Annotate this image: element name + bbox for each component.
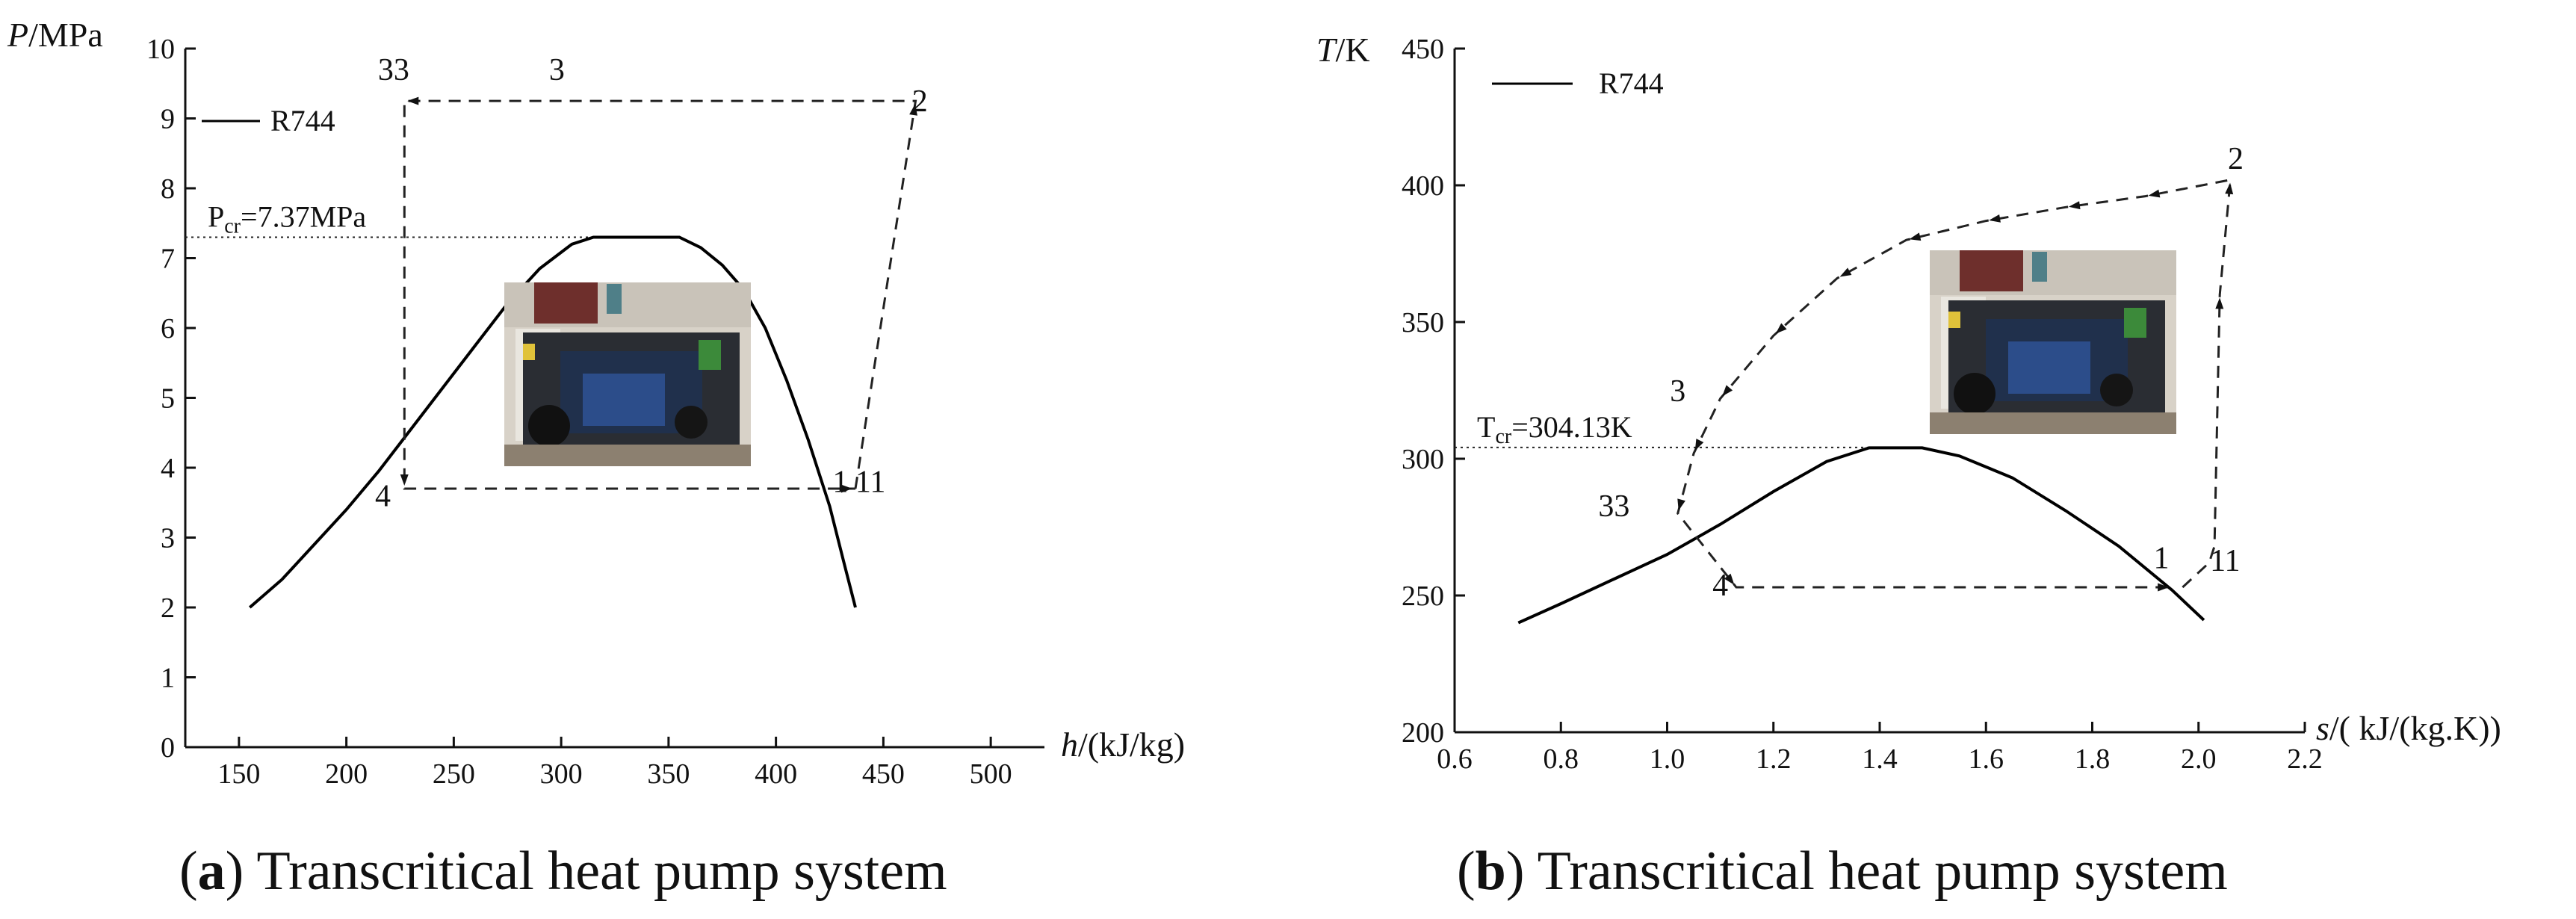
y-tick-label: 400 [1402, 170, 1444, 202]
state-point-label: 11 [2210, 544, 2240, 578]
cycle-arrowhead [1677, 498, 1685, 511]
apparatus-photo-b [1930, 250, 2176, 434]
y-ticks-a: 0 1 2 3 4 5 6 7 8 9 10 [146, 34, 196, 764]
cycle-path-b [1676, 178, 2232, 589]
y-tick-label: 4 [161, 453, 175, 484]
y-tick-label: 350 [1402, 307, 1444, 338]
y-tick-label: 250 [1402, 581, 1444, 612]
caption-b: (b) Transcritical heat pump system [1457, 841, 2228, 902]
y-tick-label: 1 [161, 663, 175, 694]
state-point-label: 4 [1712, 569, 1728, 603]
critical-pressure-label: Pcr=7.37MPa [208, 199, 366, 238]
x-tick-label: 1.8 [2075, 743, 2111, 775]
y-tick-label: 5 [161, 383, 175, 415]
panel-b-temperature-entropy: 0.6 0.8 1.0 1.2 1.4 1.6 1.8 2.0 2.2 200 250 300 350… [1316, 31, 2501, 775]
cycle-arrowhead [2158, 583, 2170, 592]
state-point-label: 3 [549, 53, 565, 87]
state-point-label: 2 [2228, 142, 2244, 176]
x-axis-label-a: h/(kJ/kg) [1061, 725, 1185, 764]
y-tick-label: 200 [1402, 717, 1444, 749]
point-labels-a: 33 324 1 11 [375, 53, 928, 513]
cycle-arrowhead [2068, 201, 2081, 210]
y-tick-label: 450 [1402, 34, 1444, 65]
x-tick-label: 1.4 [1862, 743, 1898, 775]
cycle-arrowhead [1909, 232, 1922, 241]
cycle-arrowhead [1989, 214, 2001, 223]
y-axis-label-b: T/K [1316, 31, 1370, 69]
y-tick-label: 0 [161, 732, 175, 764]
y-tick-label: 300 [1402, 444, 1444, 475]
state-point-label: 2 [912, 84, 928, 119]
state-point-label: 1 [832, 465, 848, 500]
x-tick-label: 0.8 [1544, 743, 1579, 775]
cycle-arrowhead [2215, 297, 2224, 309]
x-ticks-a: 150 200 250 300 350 400 450 500 [217, 737, 1012, 790]
x-tick-label: 200 [325, 758, 368, 790]
cycle-arrowhead [2225, 182, 2234, 195]
cycle-arrowhead [840, 484, 852, 493]
cycle-arrowhead [407, 96, 419, 105]
cycle-arrows-b [1677, 182, 2234, 592]
x-tick-label: 150 [217, 758, 260, 790]
caption-a: (a) Transcritical heat pump system [179, 841, 947, 902]
y-axis-label-a: P/MPa [7, 16, 103, 54]
critical-temperature-label: Tcr=304.13K [1477, 410, 1632, 448]
cycle-arrowhead [1724, 573, 1735, 585]
cycle-arrowhead [909, 104, 918, 116]
cycle-arrows-a [400, 96, 918, 493]
x-tick-label: 2.2 [2287, 743, 2323, 775]
x-tick-label: 250 [433, 758, 475, 790]
y-ticks-b: 200 250 300 350 400 450 [1402, 34, 1465, 749]
y-tick-label: 3 [161, 523, 175, 554]
x-tick-label: 500 [970, 758, 1012, 790]
cycle-arrowhead [1775, 323, 1787, 334]
x-tick-label: 1.0 [1650, 743, 1685, 775]
x-tick-label: 1.2 [1756, 743, 1792, 775]
cycle-arrowhead [2148, 189, 2161, 198]
x-ticks-b: 0.6 0.8 1.0 1.2 1.4 1.6 1.8 2.0 2.2 [1437, 722, 2323, 775]
state-point-label: 33 [378, 53, 409, 87]
x-tick-label: 400 [755, 758, 797, 790]
cycle-arrowhead [1839, 267, 1852, 277]
y-tick-label: 8 [161, 173, 175, 205]
cycle-arrowhead [1722, 385, 1733, 397]
x-tick-label: 350 [647, 758, 690, 790]
saturation-curve-r744-a [248, 235, 857, 609]
y-tick-label: 9 [161, 104, 175, 135]
y-tick-label: 10 [146, 34, 175, 65]
state-point-label: 11 [855, 465, 885, 500]
state-point-label: 3 [1670, 374, 1685, 409]
cycle-path-a [403, 99, 917, 490]
y-tick-label: 2 [161, 592, 175, 624]
x-tick-label: 2.0 [2181, 743, 2217, 775]
state-point-label: 33 [1598, 489, 1629, 524]
state-point-label: 1 [2153, 541, 2169, 575]
x-tick-label: 450 [862, 758, 905, 790]
x-axis-label-b: s/( kJ/(kg.K)) [2316, 709, 2501, 747]
saturation-curve-r744-b [1517, 446, 2205, 625]
x-tick-label: 0.6 [1437, 743, 1473, 775]
y-tick-label: 6 [161, 313, 175, 344]
legend-label-a: R744 [270, 104, 335, 137]
y-tick-label: 7 [161, 244, 175, 275]
x-tick-label: 300 [540, 758, 583, 790]
cycle-arrowhead [1694, 439, 1704, 451]
apparatus-photo-a [504, 282, 751, 466]
cycle-arrowhead [400, 474, 409, 486]
legend-label-b: R744 [1599, 66, 1664, 100]
panel-a-pressure-enthalpy: 150 200 250 300 350 400 450 500 0 1 2 3 4 5 6 7 8 9 10 Pc… [7, 16, 1185, 790]
x-tick-label: 1.6 [1969, 743, 2004, 775]
state-point-label: 4 [375, 479, 391, 513]
